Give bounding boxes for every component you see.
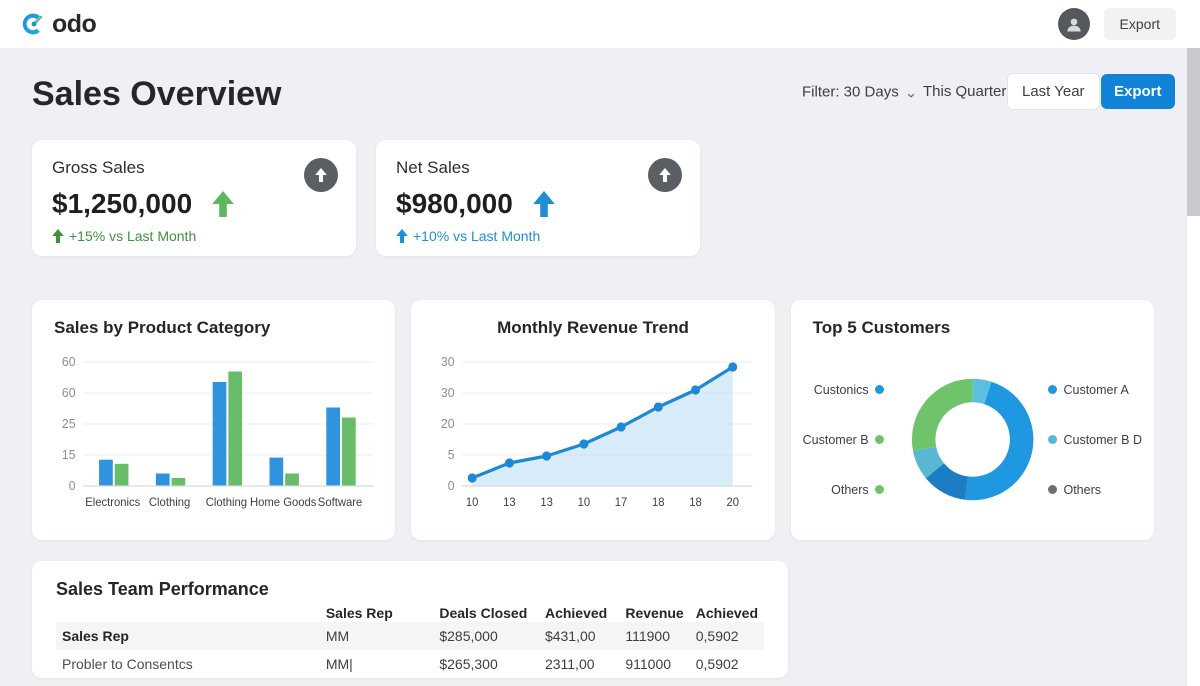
svg-text:30: 30 — [441, 386, 455, 400]
svg-text:Clothing: Clothing — [149, 497, 190, 509]
svg-text:13: 13 — [503, 497, 516, 509]
svg-text:10: 10 — [578, 497, 591, 509]
svg-text:15: 15 — [62, 448, 76, 462]
svg-text:10: 10 — [466, 497, 479, 509]
svg-text:0: 0 — [69, 479, 76, 493]
svg-text:60: 60 — [62, 386, 76, 400]
svg-text:Home Goods: Home Goods — [250, 497, 317, 509]
svg-text:25: 25 — [62, 417, 76, 431]
svg-text:Software: Software — [318, 497, 362, 509]
svg-text:30: 30 — [441, 355, 455, 369]
svg-text:5: 5 — [448, 448, 455, 462]
svg-text:20: 20 — [727, 497, 740, 509]
svg-text:60: 60 — [62, 355, 76, 369]
svg-text:20: 20 — [441, 417, 455, 431]
svg-text:13: 13 — [541, 497, 554, 509]
svg-text:18: 18 — [690, 497, 703, 509]
svg-text:18: 18 — [652, 497, 665, 509]
svg-text:0: 0 — [448, 479, 455, 493]
svg-text:17: 17 — [615, 497, 628, 509]
svg-text:Clothing: Clothing — [206, 497, 247, 509]
svg-text:Electronics: Electronics — [85, 497, 140, 509]
